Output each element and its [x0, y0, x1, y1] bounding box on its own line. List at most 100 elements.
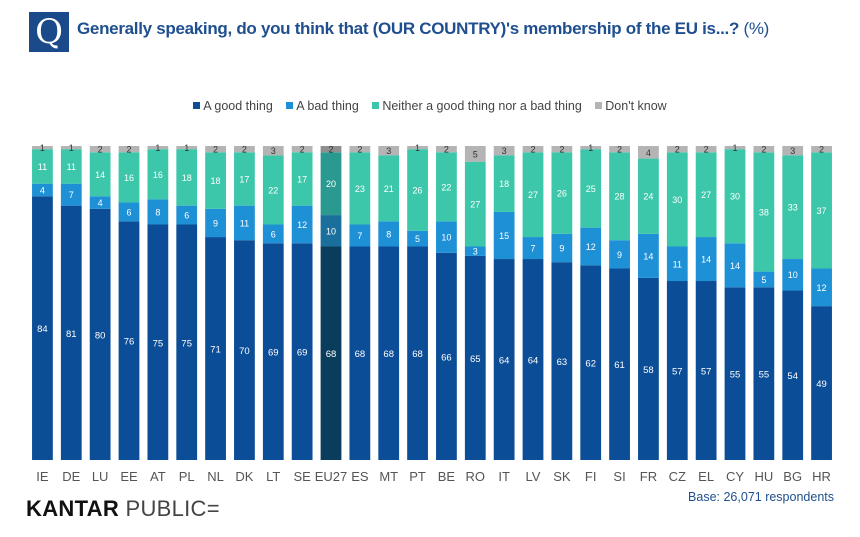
bar-segment-it-s0 — [493, 259, 515, 460]
bar-segment-it-s1 — [493, 211, 515, 260]
bar-segment-lt-s2 — [262, 155, 284, 225]
bar-segment-fi-s1 — [580, 227, 602, 266]
legend-swatch — [286, 102, 294, 109]
legend: A good thing A bad thing Neither a good … — [0, 99, 860, 113]
bar-segment-fi-s0 — [580, 265, 602, 460]
data-label-sk-s1: 9 — [559, 244, 564, 254]
chart-title: Generally speaking, do you think that (O… — [77, 19, 769, 39]
data-label-ee-s3: 2 — [126, 145, 131, 155]
category-label-fi: FI — [585, 469, 597, 484]
legend-item-dont-know: Don't know — [595, 99, 667, 113]
data-label-cy-s0: 55 — [730, 370, 741, 381]
data-label-nl-s1: 9 — [213, 218, 218, 228]
data-label-dk-s0: 70 — [239, 346, 250, 357]
bar-segment-se-s3 — [291, 146, 313, 153]
data-label-sk-s3: 2 — [559, 145, 564, 155]
bar-segment-de-s1 — [60, 183, 82, 206]
data-label-pt-s0: 68 — [412, 349, 423, 360]
bar-segment-es-s0 — [349, 246, 371, 460]
bar-segment-at-s1 — [147, 199, 169, 225]
bar-segment-pt-s3 — [407, 146, 428, 150]
data-label-ro-s3: 5 — [473, 149, 478, 159]
bar-segment-eu27-s3 — [320, 146, 342, 153]
bar-segment-pl-s0 — [176, 224, 198, 460]
data-label-mt-s3: 3 — [386, 146, 391, 156]
bar-segment-hr-s3 — [811, 146, 832, 153]
data-label-ie-s1: 4 — [40, 185, 45, 195]
bar-segment-ro-s2 — [464, 161, 486, 247]
category-label-eu27: EU27 — [315, 469, 348, 484]
category-label-pt: PT — [409, 469, 426, 484]
bar-segment-sk-s0 — [551, 262, 573, 460]
bar-segment-lv-s2 — [522, 152, 544, 238]
data-label-eu27-s0: 68 — [326, 349, 337, 360]
bar-segment-be-s3 — [436, 146, 457, 153]
bar-segment-pl-s3 — [176, 146, 198, 150]
data-label-pl-s0: 75 — [181, 338, 192, 349]
bar-segment-hu-s1 — [753, 271, 775, 288]
legend-item-neither: Neither a good thing nor a bad thing — [372, 99, 582, 113]
bar-segment-dk-s0 — [234, 240, 255, 460]
category-label-cy: CY — [726, 469, 744, 484]
bar-segment-lv-s3 — [522, 146, 544, 153]
data-label-pl-s2: 18 — [182, 173, 192, 183]
category-label-nl: NL — [207, 469, 224, 484]
data-label-lv-s2: 27 — [528, 190, 538, 200]
data-label-bg-s2: 33 — [788, 203, 798, 213]
data-label-lv-s3: 2 — [530, 145, 535, 155]
bar-segment-se-s0 — [291, 243, 313, 460]
data-label-pt-s1: 5 — [415, 234, 420, 244]
bar-segment-pl-s2 — [176, 149, 198, 206]
data-label-de-s3: 1 — [69, 143, 74, 153]
bar-segment-lu-s2 — [89, 152, 111, 197]
data-label-sk-s0: 63 — [557, 357, 568, 368]
bar-segment-fr-s0 — [638, 277, 659, 460]
bar-segment-lu-s3 — [89, 146, 111, 153]
bar-segment-dk-s2 — [234, 152, 255, 206]
bar-segment-cz-s1 — [666, 246, 688, 282]
bar-segment-ie-s2 — [32, 149, 53, 184]
category-label-es: ES — [351, 469, 369, 484]
bar-segment-de-s0 — [60, 205, 82, 460]
category-label-sk: SK — [553, 469, 571, 484]
legend-swatch — [595, 102, 603, 109]
data-label-el-s3: 2 — [704, 145, 709, 155]
data-label-nl-s2: 18 — [211, 176, 221, 186]
data-label-hr-s1: 12 — [817, 283, 827, 293]
bar-segment-dk-s1 — [234, 205, 255, 241]
bar-segment-mt-s1 — [378, 221, 400, 247]
bar-segment-sk-s2 — [551, 152, 573, 234]
data-label-nl-s3: 2 — [213, 145, 218, 155]
data-label-it-s0: 64 — [499, 356, 510, 367]
data-label-nl-s0: 71 — [210, 345, 221, 356]
data-label-es-s2: 23 — [355, 184, 365, 194]
data-label-fi-s1: 12 — [586, 242, 596, 252]
data-label-ie-s3: 1 — [40, 143, 45, 153]
data-label-se-s1: 12 — [297, 220, 307, 230]
bar-segment-mt-s0 — [378, 246, 400, 460]
bar-segment-mt-s2 — [378, 155, 400, 222]
bar-segment-lt-s1 — [262, 224, 284, 244]
category-label-fr: FR — [640, 469, 657, 484]
category-label-lv: LV — [526, 469, 541, 484]
data-label-hu-s2: 38 — [759, 207, 769, 217]
bar-segment-at-s3 — [147, 146, 169, 150]
data-label-si-s3: 2 — [617, 145, 622, 155]
data-label-dk-s1: 11 — [240, 218, 249, 228]
data-label-dk-s3: 2 — [242, 145, 247, 155]
data-label-bg-s1: 10 — [788, 270, 798, 280]
data-label-es-s1: 7 — [357, 231, 362, 241]
bar-segment-hr-s1 — [811, 268, 832, 307]
data-label-lu-s2: 14 — [95, 170, 105, 180]
bar-segment-el-s0 — [695, 281, 717, 460]
data-label-cy-s3: 1 — [732, 143, 737, 153]
data-label-cz-s2: 30 — [672, 195, 682, 205]
bar-segment-pt-s1 — [407, 230, 428, 247]
bar-segment-lt-s0 — [262, 243, 284, 460]
bar-segment-bg-s2 — [782, 155, 804, 260]
bar-segment-es-s2 — [349, 152, 371, 225]
category-label-be: BE — [438, 469, 456, 484]
bar-segment-lv-s0 — [522, 259, 544, 460]
category-label-ro: RO — [466, 469, 486, 484]
bar-segment-de-s2 — [60, 149, 82, 184]
